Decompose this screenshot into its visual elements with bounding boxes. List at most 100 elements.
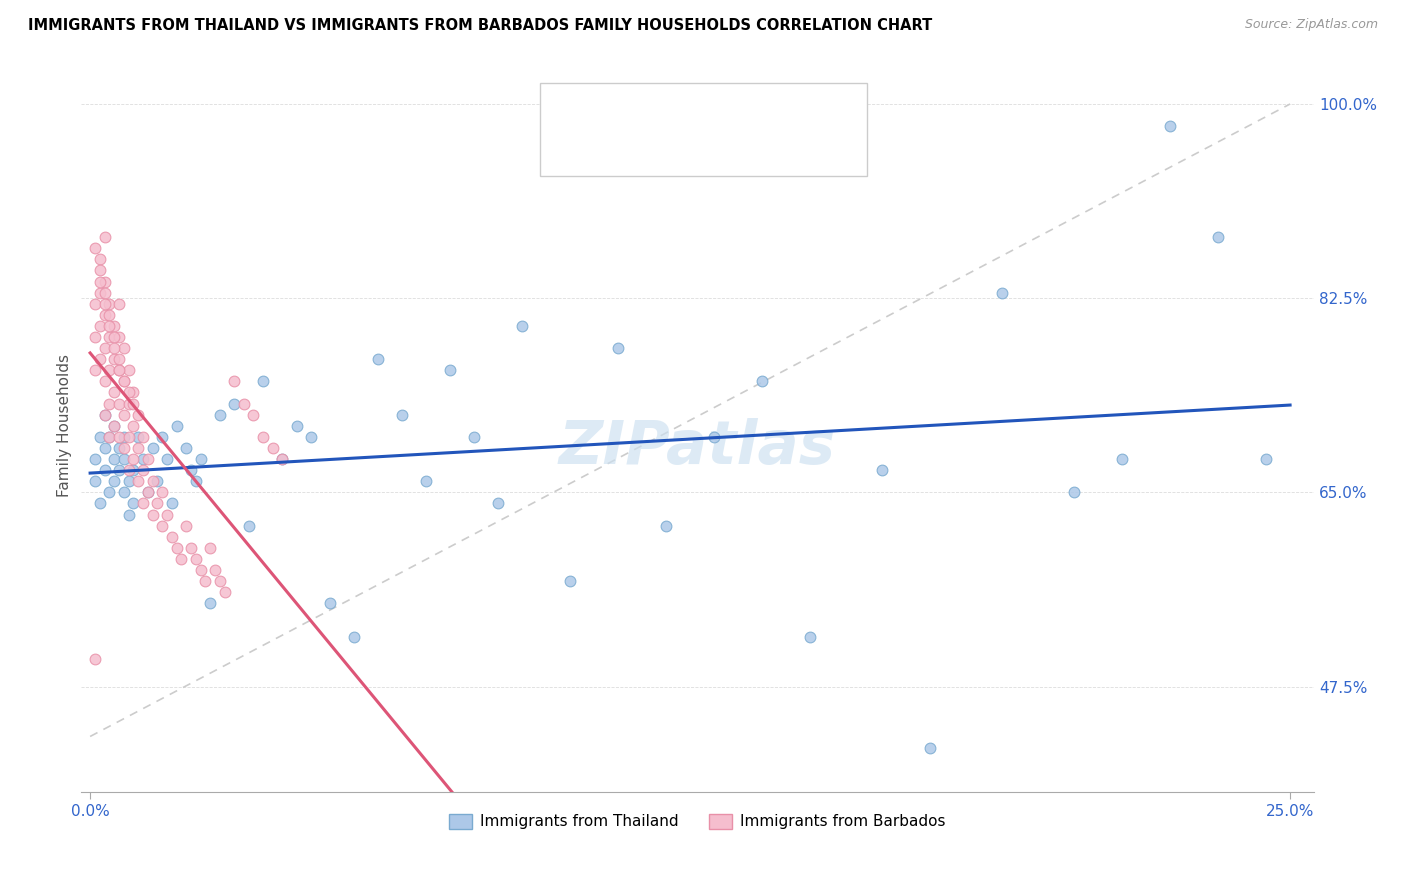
Point — [84, 330, 107, 344]
Point — [89, 496, 111, 510]
Point — [252, 430, 274, 444]
Point — [112, 375, 135, 389]
Point — [93, 408, 115, 422]
Point — [117, 385, 139, 400]
Point — [89, 285, 111, 300]
Point — [703, 430, 725, 444]
Point — [160, 496, 183, 510]
Point — [184, 552, 207, 566]
Point — [93, 408, 115, 422]
Point — [208, 408, 231, 422]
Point — [122, 396, 145, 410]
Point — [146, 496, 169, 510]
Text: ZIPatlas: ZIPatlas — [558, 418, 835, 477]
Point — [1159, 119, 1181, 133]
Point — [141, 475, 163, 489]
Point — [208, 574, 231, 588]
Point — [103, 330, 125, 344]
Point — [510, 318, 533, 333]
Point — [103, 452, 125, 467]
Point — [117, 508, 139, 522]
Point — [132, 463, 155, 477]
Point — [117, 475, 139, 489]
Point — [319, 596, 342, 610]
Point — [117, 463, 139, 477]
Point — [112, 441, 135, 455]
Point — [238, 518, 260, 533]
Point — [108, 396, 131, 410]
Point — [190, 563, 212, 577]
Point — [98, 485, 121, 500]
Point — [84, 296, 107, 310]
Point — [343, 630, 366, 644]
Point — [98, 430, 121, 444]
Point — [160, 530, 183, 544]
Point — [224, 375, 246, 389]
Point — [1063, 485, 1085, 500]
Point — [98, 363, 121, 377]
Point — [285, 418, 308, 433]
Point — [103, 341, 125, 355]
Point — [224, 396, 246, 410]
Point — [122, 463, 145, 477]
Point — [84, 241, 107, 255]
Point — [93, 285, 115, 300]
Point — [136, 485, 159, 500]
Point — [108, 463, 131, 477]
Point — [156, 508, 179, 522]
Point — [1254, 452, 1277, 467]
Point — [150, 518, 173, 533]
Point — [127, 430, 149, 444]
Text: Source: ZipAtlas.com: Source: ZipAtlas.com — [1244, 18, 1378, 31]
Point — [232, 396, 254, 410]
Point — [198, 541, 221, 555]
Point — [89, 430, 111, 444]
Point — [103, 385, 125, 400]
Point — [204, 563, 226, 577]
Point — [93, 441, 115, 455]
Point — [299, 430, 322, 444]
Point — [98, 296, 121, 310]
Point — [98, 318, 121, 333]
Point — [127, 475, 149, 489]
Point — [103, 418, 125, 433]
Point — [170, 552, 193, 566]
Point — [98, 396, 121, 410]
Point — [122, 452, 145, 467]
Point — [190, 452, 212, 467]
Point — [89, 318, 111, 333]
Point — [367, 352, 389, 367]
Point — [439, 363, 461, 377]
Point — [89, 252, 111, 267]
Point — [103, 418, 125, 433]
Point — [262, 441, 284, 455]
Point — [93, 341, 115, 355]
Point — [103, 318, 125, 333]
Point — [98, 308, 121, 322]
Point — [271, 452, 294, 467]
Point — [117, 430, 139, 444]
Point — [1206, 230, 1229, 244]
Point — [127, 408, 149, 422]
Point — [141, 508, 163, 522]
Point — [146, 475, 169, 489]
Point — [108, 430, 131, 444]
Point — [112, 341, 135, 355]
Point — [108, 330, 131, 344]
Point — [150, 430, 173, 444]
Point — [391, 408, 413, 422]
Point — [108, 296, 131, 310]
Y-axis label: Family Households: Family Households — [58, 354, 72, 497]
Point — [98, 330, 121, 344]
Point — [84, 452, 107, 467]
Point — [122, 385, 145, 400]
Point — [751, 375, 773, 389]
Point — [112, 485, 135, 500]
Point — [136, 452, 159, 467]
Point — [156, 452, 179, 467]
Point — [93, 275, 115, 289]
Point — [108, 441, 131, 455]
Point — [93, 308, 115, 322]
Point — [108, 352, 131, 367]
Point — [174, 518, 197, 533]
